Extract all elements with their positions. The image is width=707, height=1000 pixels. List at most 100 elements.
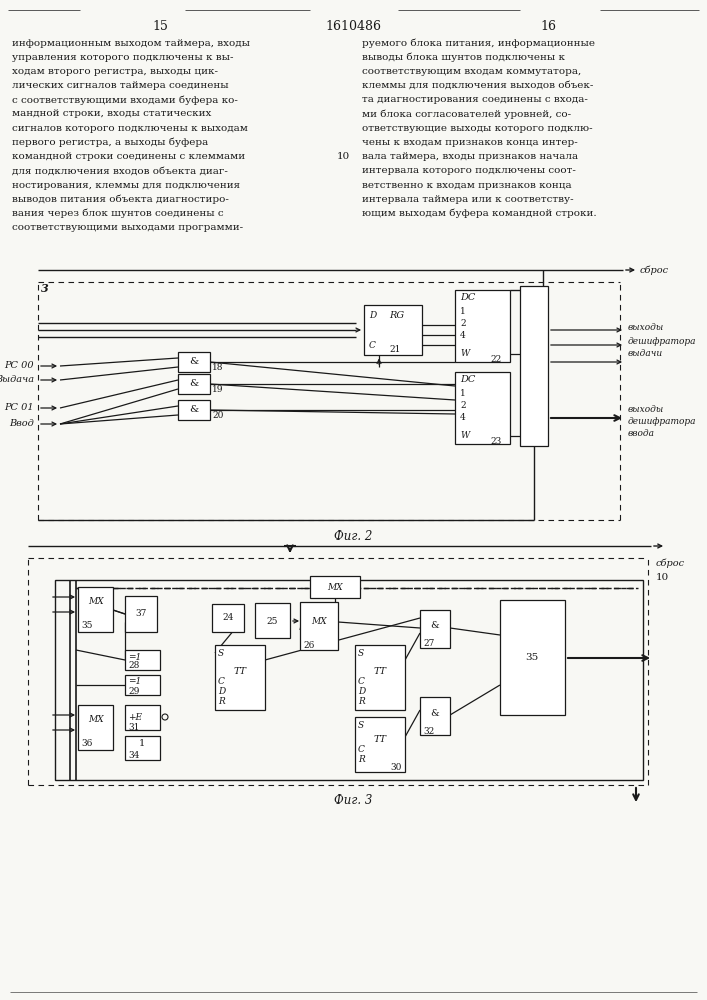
Bar [500,600,565,715]
Bar [125,650,160,670]
Text: 29: 29 [128,686,139,696]
Text: 4: 4 [460,330,466,340]
Bar [78,705,113,750]
Text: 32: 32 [423,726,434,736]
Text: 25: 25 [267,616,278,626]
Text: 35: 35 [81,621,93,631]
Bar [520,286,548,446]
Text: ТТ: ТТ [373,668,387,676]
Text: выводов питания объекта диагностиро-: выводов питания объекта диагностиро- [12,194,229,204]
Text: выдачи: выдачи [628,350,663,359]
Text: 4: 4 [460,412,466,422]
Bar [212,604,244,632]
Text: лических сигналов таймера соединены: лических сигналов таймера соединены [12,81,228,90]
Bar [364,305,422,355]
Bar [178,352,210,372]
Text: R: R [358,756,365,764]
Text: 24: 24 [222,613,234,622]
Text: руемого блока питания, информационные: руемого блока питания, информационные [362,38,595,48]
Text: RG: RG [389,310,404,320]
Text: 28: 28 [128,662,139,670]
Text: МХ: МХ [311,617,327,626]
Text: вания через блок шунтов соединены с: вания через блок шунтов соединены с [12,209,223,218]
Text: 27: 27 [423,640,434,648]
Text: W: W [460,432,469,440]
Text: для подключения входов объекта диаг-: для подключения входов объекта диаг- [12,166,228,175]
Bar [78,587,113,632]
Bar [178,400,210,420]
Text: D: D [358,688,366,696]
Text: ходам второго регистра, выходы цик-: ходам второго регистра, выходы цик- [12,67,218,76]
Bar [455,372,510,444]
Bar [55,580,643,780]
Text: 30: 30 [390,764,402,772]
Text: ТТ: ТТ [373,734,387,744]
Text: R: R [218,698,225,706]
Text: &: & [431,708,439,718]
Text: S: S [358,648,364,658]
Bar [355,645,405,710]
Text: W: W [460,350,469,359]
Text: S: S [358,720,364,730]
Text: ющим выходам буфера командной строки.: ющим выходам буфера командной строки. [362,209,597,218]
Text: D: D [369,310,376,320]
Text: &: & [431,621,439,631]
Text: соответствующими выходами программи-: соответствующими выходами программи- [12,223,243,232]
Text: сигналов которого подключены к выходам: сигналов которого подключены к выходам [12,124,248,133]
Text: 16: 16 [540,19,556,32]
Text: ветственно к входам признаков конца: ветственно к входам признаков конца [362,180,572,190]
Text: 26: 26 [303,641,315,650]
Text: ми блока согласователей уровней, со-: ми блока согласователей уровней, со- [362,109,571,119]
Text: сброс: сброс [656,558,685,568]
Text: 18: 18 [212,362,223,371]
Text: сброс: сброс [640,265,669,275]
Text: 21: 21 [389,346,400,355]
Text: D: D [218,688,226,696]
Text: Ввод: Ввод [9,420,34,428]
Bar [310,576,360,598]
Text: вала таймера, входы признаков начала: вала таймера, входы признаков начала [362,152,578,161]
Text: интервала таймера или к соответству-: интервала таймера или к соответству- [362,195,573,204]
Bar [355,717,405,772]
Bar [125,736,160,760]
Text: 35: 35 [525,654,539,662]
Text: ввода: ввода [628,430,655,438]
Text: соответствующим входам коммутатора,: соответствующим входам коммутатора, [362,67,581,76]
Text: информационным выходом таймера, входы: информационным выходом таймера, входы [12,38,250,47]
Text: 20: 20 [212,410,223,420]
Text: &: & [189,379,199,388]
Text: клеммы для подключения выходов объек-: клеммы для подключения выходов объек- [362,81,593,90]
Text: с соответствующими входами буфера ко-: с соответствующими входами буфера ко- [12,95,238,105]
Text: выходы: выходы [628,324,665,332]
Text: МХ: МХ [88,716,104,724]
Bar [125,705,160,730]
Text: интервала которого подключены соот-: интервала которого подключены соот- [362,166,576,175]
Text: ТТ: ТТ [233,668,247,676]
Bar [255,603,290,638]
Text: 10: 10 [337,152,350,161]
Text: 1: 1 [460,306,466,316]
Text: мандной строки, входы статических: мандной строки, входы статических [12,109,211,118]
Text: та диагностирования соединены с входa-: та диагностирования соединены с входa- [362,95,588,104]
Text: 31: 31 [128,722,139,732]
Text: Выдача: Выдача [0,375,34,384]
Text: ностирования, клеммы для подключения: ностирования, клеммы для подключения [12,180,240,190]
Text: Фиг. 3: Фиг. 3 [334,794,372,806]
Text: C: C [369,340,376,350]
Text: дешифратора: дешифратора [628,418,696,426]
Text: Фиг. 2: Фиг. 2 [334,530,372,544]
Text: 34: 34 [128,752,139,760]
Text: &: & [189,358,199,366]
Text: 10: 10 [656,574,670,582]
Text: 2: 2 [460,318,466,328]
Bar [125,675,160,695]
Text: 2: 2 [460,400,466,410]
Text: 23: 23 [490,436,501,446]
Text: PC 01: PC 01 [4,403,34,412]
Text: S: S [218,648,224,658]
Text: 1: 1 [139,740,145,748]
Text: C: C [358,678,365,686]
Text: C: C [218,678,225,686]
Text: R: R [358,698,365,706]
Bar [125,596,157,632]
